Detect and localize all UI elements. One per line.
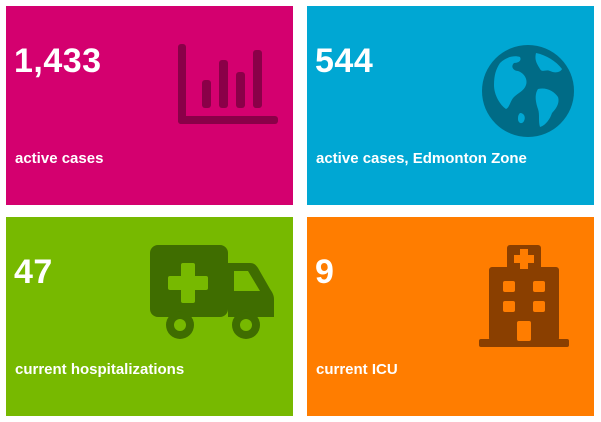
stat-label: active cases <box>15 150 104 167</box>
stat-value: 1,433 <box>14 42 102 80</box>
stat-label: active cases, Edmonton Zone <box>316 150 527 167</box>
stat-tile-active-cases: 1,433 active cases <box>6 6 293 205</box>
hospital-icon <box>479 245 569 349</box>
bar-chart-icon <box>178 44 278 124</box>
ambulance-icon <box>150 245 274 341</box>
stat-label: current ICU <box>316 361 398 378</box>
stat-value: 9 <box>315 253 335 291</box>
stat-tile-hospitalizations: 47 <box>6 217 293 416</box>
stat-tile-edmonton-zone: 544 active cases, Edmonton Zone <box>307 6 594 205</box>
globe-icon <box>480 43 576 139</box>
stat-value: 544 <box>315 42 374 80</box>
stat-label: current hospitalizations <box>15 361 185 378</box>
stat-value: 47 <box>14 253 53 291</box>
stat-tile-icu: 9 <box>307 217 594 416</box>
